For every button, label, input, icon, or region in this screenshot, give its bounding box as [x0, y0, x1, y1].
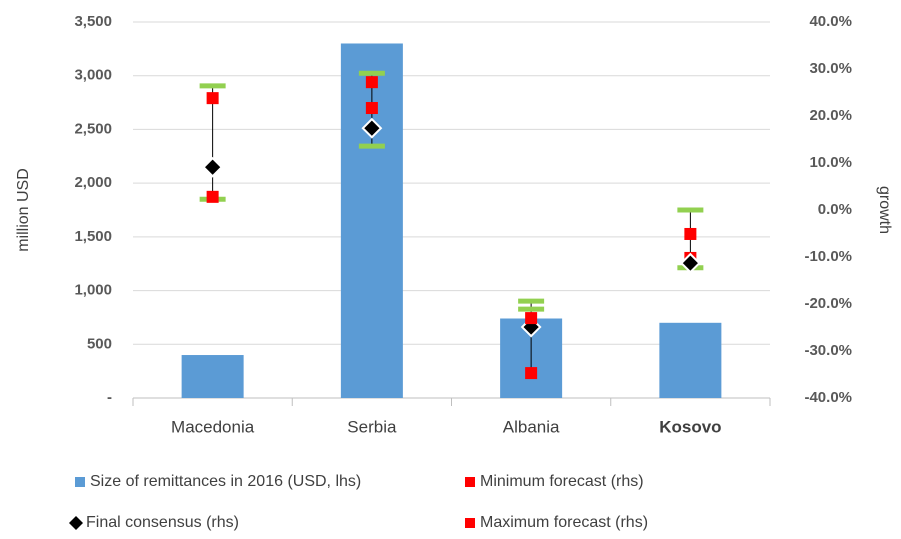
- marker: [202, 156, 224, 178]
- y2-axis-title: growth: [876, 186, 893, 234]
- y-tick-label: 3,500: [74, 13, 112, 30]
- marker: [684, 227, 697, 240]
- marker: [525, 312, 538, 325]
- y-tick-label: 1,000: [74, 282, 112, 299]
- bar: [181, 355, 244, 398]
- legend-marker: [69, 516, 83, 530]
- y2-tick-label: -30.0%: [804, 342, 852, 359]
- legend-marker: [465, 518, 475, 528]
- y2-tick-label: 0.0%: [818, 201, 852, 218]
- legend-label: Size of remittances in 2016 (USD, lhs): [90, 473, 361, 490]
- y-tick-label: -: [107, 389, 112, 406]
- marker: [679, 252, 701, 274]
- marker: [365, 102, 378, 115]
- y-tick-label: 1,500: [74, 228, 112, 245]
- x-tick-label: Serbia: [347, 417, 397, 436]
- marker: [365, 76, 378, 89]
- y-axis-title: million USD: [15, 168, 32, 252]
- y2-tick-label: -20.0%: [804, 295, 852, 312]
- legend-marker: [465, 477, 475, 487]
- y-tick-label: 2,500: [74, 120, 112, 137]
- y2-tick-label: 30.0%: [809, 60, 852, 77]
- y-tick-label: 2,000: [74, 174, 112, 191]
- marker: [525, 367, 538, 380]
- bar: [659, 322, 722, 398]
- y2-tick-label: 10.0%: [809, 154, 852, 171]
- x-tick-label: Albania: [503, 417, 560, 436]
- legend-label: Maximum forecast (rhs): [480, 514, 648, 531]
- legend-label: Minimum forecast (rhs): [480, 473, 644, 490]
- marker: [206, 92, 219, 105]
- legend-marker: [75, 477, 85, 487]
- y-tick-label: 500: [87, 335, 112, 352]
- x-tick-label: Kosovo: [659, 417, 721, 436]
- y2-tick-label: 20.0%: [809, 107, 852, 124]
- x-tick-label: Macedonia: [171, 417, 255, 436]
- y-tick-label: 3,000: [74, 67, 112, 84]
- marker: [361, 117, 383, 139]
- legend-label: Final consensus (rhs): [86, 514, 239, 531]
- y2-tick-label: 40.0%: [809, 13, 852, 30]
- y2-tick-label: -10.0%: [804, 248, 852, 265]
- marker: [206, 190, 219, 203]
- y2-tick-label: -40.0%: [804, 389, 852, 406]
